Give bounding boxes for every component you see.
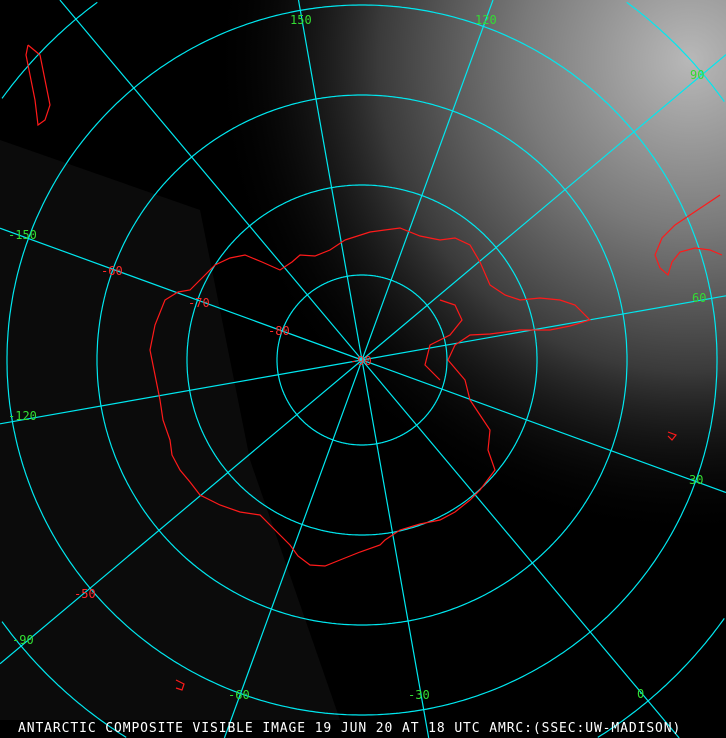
longitude-label: 60	[692, 291, 706, 305]
longitude-label: -150	[8, 228, 37, 242]
meridian-line	[361, 359, 680, 738]
meridian-line	[361, 0, 494, 361]
longitude-label: -90	[12, 633, 34, 647]
longitude-label: 150	[290, 13, 312, 27]
meridian-line	[59, 0, 363, 361]
latitude-label: -60	[101, 264, 123, 278]
longitude-label: -120	[8, 409, 37, 423]
longitude-label: 30	[689, 473, 703, 487]
meridian-line	[361, 54, 726, 361]
meridian-line	[0, 359, 363, 665]
latitude-label: -50	[74, 587, 96, 601]
latitude-circle	[96, 94, 628, 626]
meridian-line	[361, 359, 726, 494]
latitude-label: -80	[268, 324, 290, 338]
meridian-line	[0, 359, 363, 425]
graticule-labels: 150 120 90 60 30 0 -30 -60 -90 -120 -150 -90 -80 -70 -…	[8, 13, 706, 702]
meridian-line	[0, 227, 363, 361]
latitude-circle	[626, 1, 725, 102]
longitude-label: -60	[228, 688, 250, 702]
latitude-circle	[597, 618, 725, 738]
latitude-circle	[1, 621, 127, 738]
new-zealand-coastline	[25, 44, 51, 127]
latitude-label: -90	[350, 354, 372, 368]
coastline	[25, 44, 723, 691]
longitude-label: -30	[408, 688, 430, 702]
longitude-label: 0	[637, 687, 644, 701]
island-coastline	[667, 431, 677, 441]
island-coastline	[175, 679, 185, 691]
meridian-line	[361, 295, 726, 361]
longitude-label: 120	[475, 13, 497, 27]
longitude-label: 90	[690, 68, 704, 82]
antarctic-peninsula	[424, 299, 463, 381]
antarctica-coastline	[149, 227, 592, 567]
latitude-circle	[1, 1, 98, 99]
meridian-line	[297, 0, 363, 361]
night-noise-region	[0, 140, 340, 720]
latitude-circle	[6, 4, 718, 716]
south-america-coastline	[654, 194, 723, 277]
image-caption: ANTARCTIC COMPOSITE VISIBLE IMAGE 19 JUN…	[18, 721, 682, 736]
latitude-circle	[276, 274, 448, 446]
meridian-line	[361, 359, 430, 738]
latitude-label: -70	[188, 296, 210, 310]
latitude-circle	[186, 184, 538, 536]
